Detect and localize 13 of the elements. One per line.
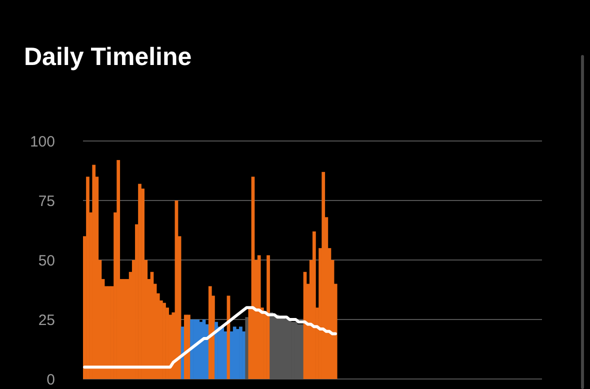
bar <box>266 255 270 379</box>
chart-title: Daily Timeline <box>24 43 192 71</box>
y-tick-label: 0 <box>46 371 55 388</box>
bar <box>86 176 90 379</box>
y-tick-label: 25 <box>38 312 55 329</box>
y-tick-label: 75 <box>38 192 55 210</box>
bar <box>312 231 316 379</box>
bar <box>257 255 261 379</box>
bar <box>322 172 326 379</box>
line-series <box>83 306 337 369</box>
y-tick-label: 100 <box>30 133 55 150</box>
bar <box>116 160 120 379</box>
y-tick-label: 50 <box>38 252 55 270</box>
